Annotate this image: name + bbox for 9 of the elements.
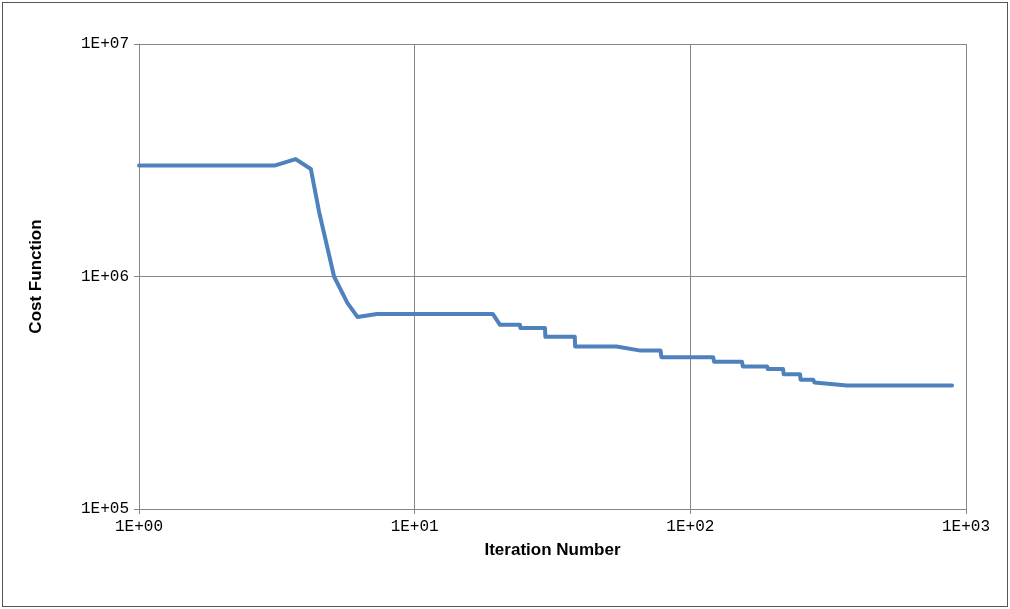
x-tick-label: 1E+00 (114, 518, 164, 536)
y-tick-label: 1E+07 (80, 35, 129, 53)
y-tick-label: 1E+06 (80, 267, 129, 286)
x-tick-label: 1E+01 (390, 518, 439, 536)
y-tick-label: 1E+05 (80, 500, 129, 518)
x-tick-label: 1E+03 (941, 518, 991, 536)
y-axis-title: Cost Function (26, 219, 45, 334)
x-axis-title: Iteration Number (484, 540, 621, 559)
x-tick-label: 1E+02 (666, 518, 715, 536)
